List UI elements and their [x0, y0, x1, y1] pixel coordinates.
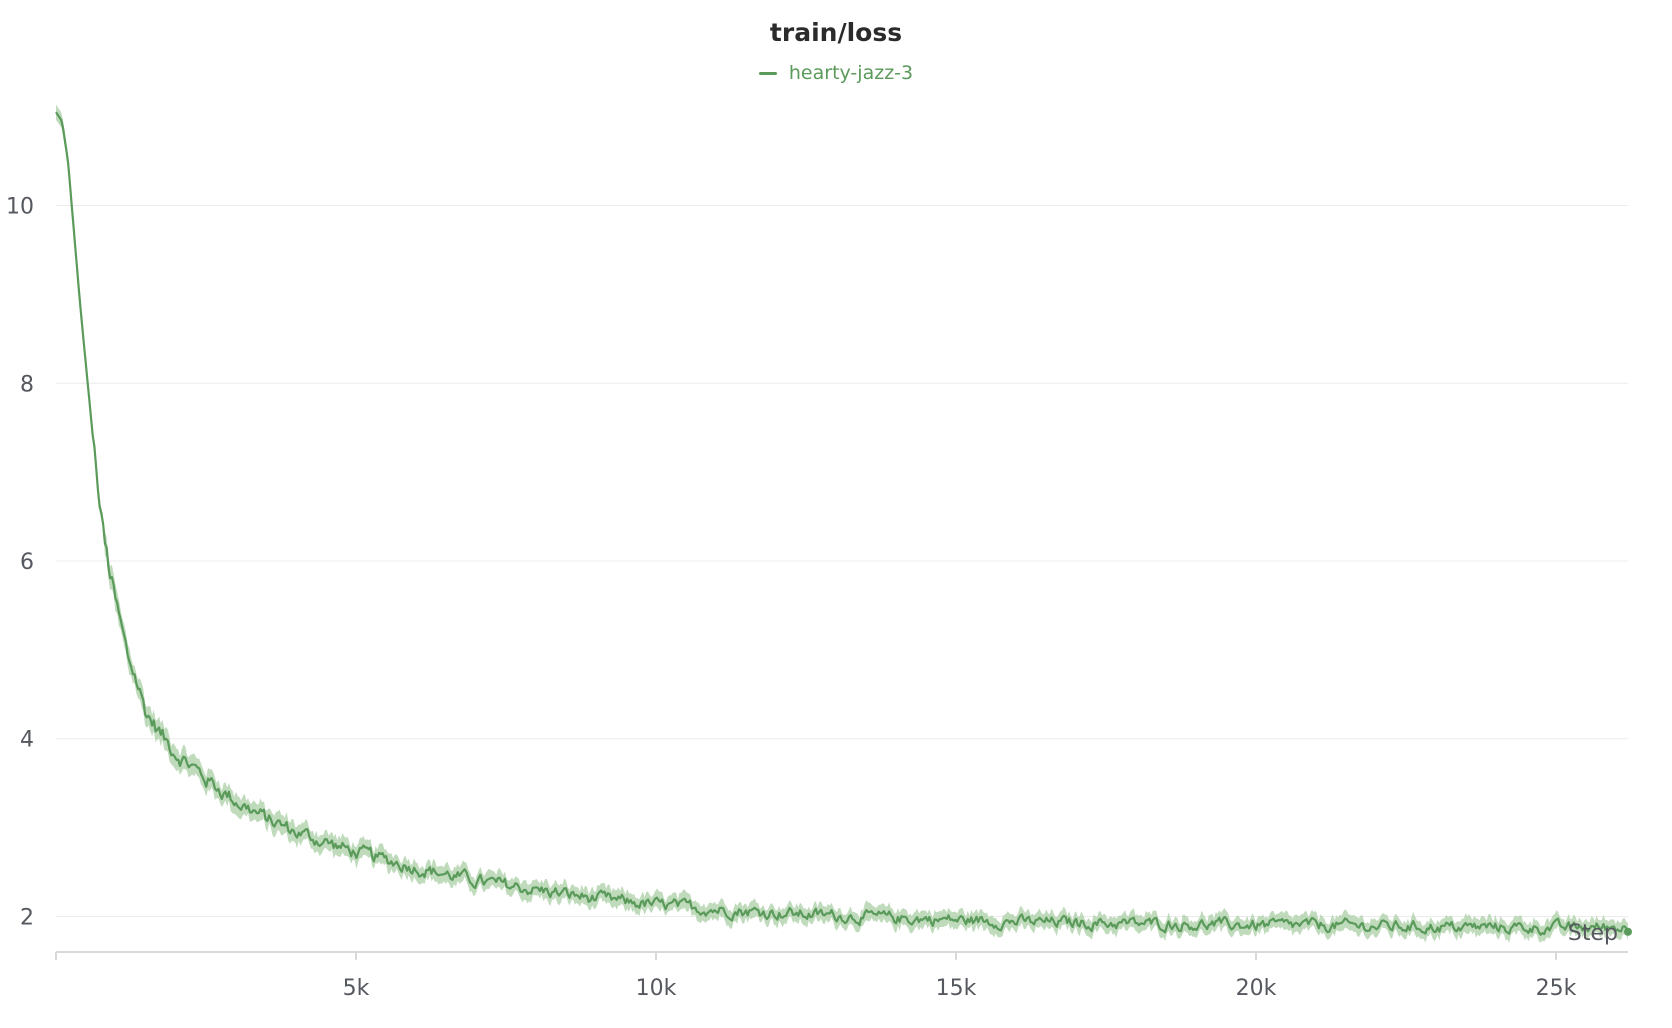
chart-title: train/loss — [769, 18, 903, 47]
legend-swatch — [758, 71, 777, 75]
series-endpoint — [1624, 927, 1632, 936]
legend-label: hearty-jazz-3 — [788, 62, 914, 84]
y-tick-label: 6 — [20, 550, 34, 575]
series-line-hearty-jazz-3 — [55, 111, 1629, 936]
y-tick-label: 8 — [20, 372, 34, 397]
y-tick-label: 2 — [20, 905, 34, 930]
x-tick-label: 10k — [636, 976, 677, 1001]
x-tick-label: 25k — [1536, 976, 1577, 1001]
x-axis-label: Step — [1568, 921, 1618, 946]
series-band-hearty-jazz-3 — [56, 104, 1628, 943]
x-tick-label: 20k — [1236, 976, 1277, 1001]
x-tick-label: 5k — [343, 976, 370, 1001]
x-tick-label: 15k — [936, 976, 977, 1001]
y-tick-label: 10 — [6, 195, 34, 220]
legend[interactable]: hearty-jazz-3 — [0, 62, 1672, 84]
y-tick-label: 4 — [20, 728, 34, 753]
